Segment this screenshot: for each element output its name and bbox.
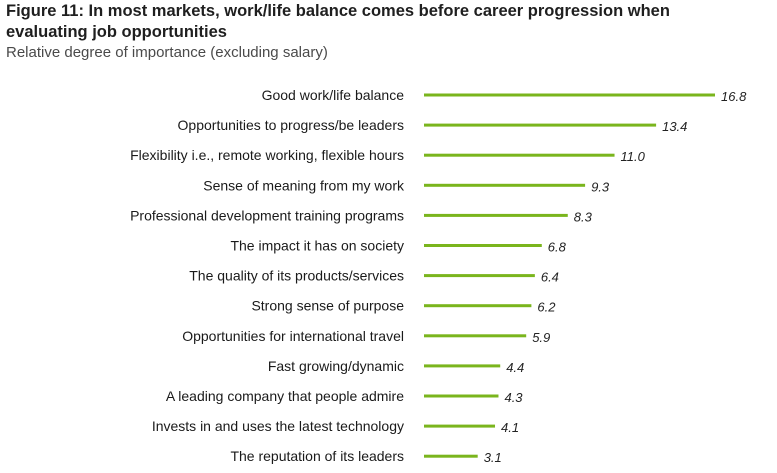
bar <box>424 454 478 458</box>
bar <box>424 274 535 278</box>
value-label: 6.8 <box>548 240 567 255</box>
bar <box>424 183 586 187</box>
category-label: The quality of its products/services <box>189 268 404 284</box>
bar <box>424 394 499 398</box>
value-label: 8.3 <box>574 209 593 224</box>
category-label: Fast growing/dynamic <box>268 358 404 374</box>
bar <box>424 213 568 217</box>
chart-title: Figure 11: In most markets, work/life ba… <box>6 2 670 41</box>
value-label: 4.1 <box>501 420 519 435</box>
bar <box>424 123 657 127</box>
category-label: Strong sense of purpose <box>251 298 404 314</box>
category-label: Opportunities for international travel <box>182 328 404 344</box>
bar <box>424 334 527 338</box>
bar <box>424 93 715 97</box>
bar <box>424 364 501 368</box>
category-label: Flexibility i.e., remote working, flexib… <box>130 147 404 163</box>
value-label: 5.9 <box>532 330 550 345</box>
value-label: 4.3 <box>504 390 523 405</box>
value-label: 6.2 <box>537 300 556 315</box>
bar <box>424 424 496 428</box>
category-label: Invests in and uses the latest technolog… <box>152 418 404 434</box>
category-label: Professional development training progra… <box>130 207 404 223</box>
category-label: Opportunities to progress/be leaders <box>178 117 404 133</box>
category-label: Sense of meaning from my work <box>203 177 405 193</box>
value-label: 4.4 <box>506 360 524 375</box>
value-label: 13.4 <box>662 119 687 134</box>
chart-subtitle: Relative degree of importance (excluding… <box>6 44 328 61</box>
category-label: The reputation of its leaders <box>230 448 404 464</box>
value-label: 16.8 <box>721 89 747 104</box>
bar <box>424 153 615 157</box>
value-label: 3.1 <box>484 450 502 465</box>
value-label: 6.4 <box>541 270 559 285</box>
category-label: The impact it has on society <box>230 238 404 254</box>
value-label: 9.3 <box>591 179 610 194</box>
bar <box>424 304 532 308</box>
category-label: A leading company that people admire <box>166 388 404 404</box>
bar <box>424 244 542 247</box>
category-label: Good work/life balance <box>262 87 405 103</box>
value-label: 11.0 <box>621 149 646 164</box>
